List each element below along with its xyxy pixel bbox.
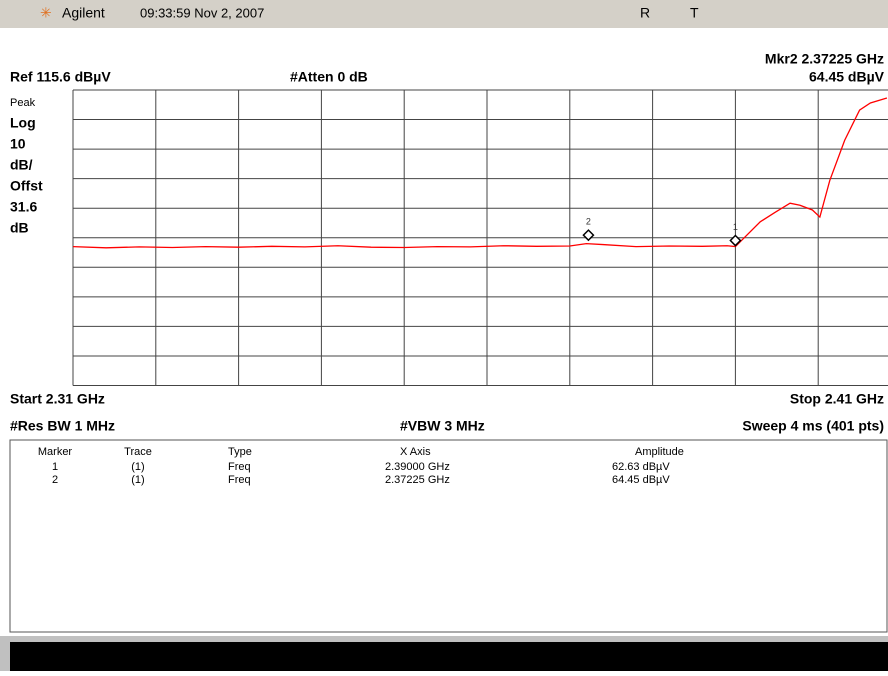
brand: Agilent [62,5,105,21]
side-label: Peak [10,97,36,109]
side-label: Log [10,115,36,131]
side-label: 31.6 [10,199,37,215]
side-label: dB [10,220,29,236]
table-cell: 2 [52,474,58,486]
marker-table [9,439,888,633]
table-header: X Axis [400,446,431,458]
title-bar [0,0,888,28]
table-cell: (1) [131,461,144,473]
table-header: Amplitude [635,446,684,458]
side-label: Offst [10,178,43,194]
marker-readout: Mkr2 2.37225 GHz [765,51,884,67]
vbw: #VBW 3 MHz [400,418,485,434]
marker-diamond [582,229,595,242]
start-freq: Start 2.31 GHz [10,391,105,407]
logo: ✳ [40,5,52,21]
attenuation: #Atten 0 dB [290,69,368,85]
marker-amplitude: 64.45 dBµV [809,69,885,85]
table-cell: (1) [131,474,144,486]
marker-label: 1 [733,222,738,232]
table-header: Trace [124,446,152,458]
table-cell: 2.39000 GHz [385,461,450,473]
table-cell: 1 [52,461,58,473]
table-cell: 62.63 dBµV [612,461,670,473]
table-cell: 64.45 dBµV [612,474,670,486]
ref-level: Ref 115.6 dBµV [10,69,111,85]
table-cell: 2.37225 GHz [385,474,450,486]
table-header: Marker [38,446,73,458]
flag: T [690,5,699,21]
table-cell: Freq [228,461,251,473]
trace-group [73,97,888,249]
table-header: Type [228,446,252,458]
side-label: dB/ [10,157,33,173]
stop-freq: Stop 2.41 GHz [790,391,884,407]
res-bw: #Res BW 1 MHz [10,418,115,434]
trace [73,97,888,249]
table-cell: Freq [228,474,251,486]
marker-label: 2 [586,217,591,227]
sweep: Sweep 4 ms (401 pts) [742,418,884,434]
side-label: 10 [10,136,26,152]
flag: R [640,5,650,21]
timestamp: 09:33:59 Nov 2, 2007 [140,5,264,20]
softkey-bar [10,642,888,671]
marker-diamond [729,234,742,247]
